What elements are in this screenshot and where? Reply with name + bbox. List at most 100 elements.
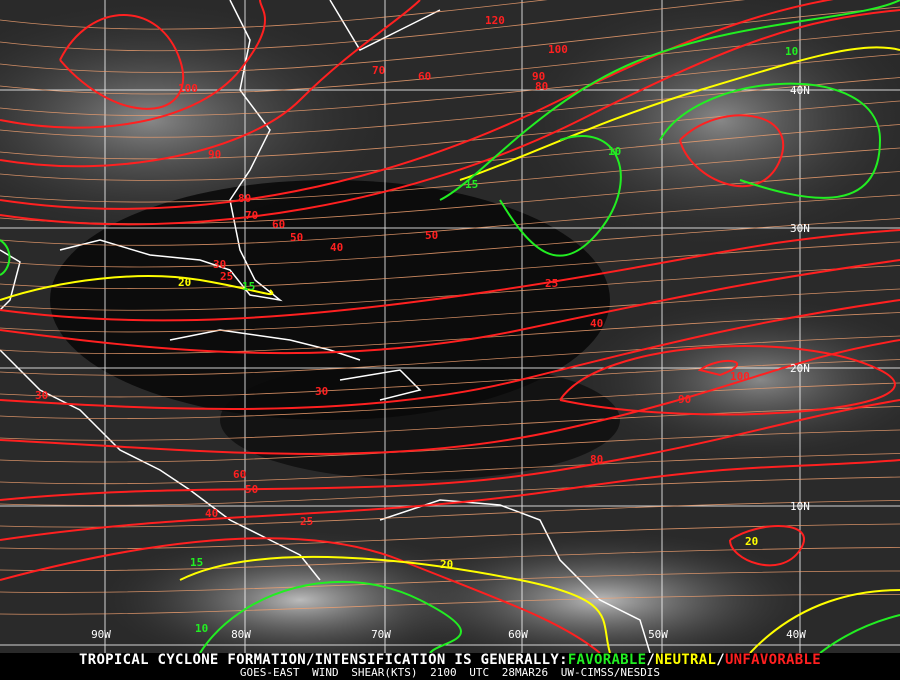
contour-unfavorable (0, 339, 900, 455)
contour-neutral (179, 555, 611, 653)
contour-label: 90 (678, 393, 691, 406)
contour-label: 30 (35, 389, 48, 402)
latitude-label: 10N (790, 500, 810, 513)
contour-label: 30 (315, 385, 328, 398)
streamline (0, 476, 900, 506)
contour-unfavorable (0, 9, 900, 226)
longitude-label: 60W (508, 628, 528, 641)
streamline (0, 0, 745, 52)
longitude-label: 40W (786, 628, 806, 641)
legend-favorable: FAVORABLE (567, 652, 647, 668)
coastlines (0, 0, 651, 653)
contour-label: 40 (330, 241, 343, 254)
streamline (0, 523, 900, 550)
lat-lon-grid (0, 0, 900, 653)
contour-label: 50 (290, 231, 303, 244)
footer-legend: TROPICAL CYCLONE FORMATION/INTENSIFICATI… (0, 653, 900, 680)
legend-unfavorable: UNFAVORABLE (724, 652, 821, 668)
longitude-label: 50W (648, 628, 668, 641)
contour-neutral (749, 589, 900, 653)
legend-headline: TROPICAL CYCLONE FORMATION/INTENSIFICATI… (79, 652, 568, 668)
streamline (0, 382, 900, 420)
contour-unfavorable (697, 360, 738, 377)
product-date: 28MAR26 (501, 666, 549, 679)
legend-line: TROPICAL CYCLONE FORMATION/INTENSIFICATI… (0, 653, 900, 667)
contour-label: 40 (205, 507, 218, 520)
latitude-label: 40N (790, 84, 810, 97)
contour-label: 15 (242, 280, 255, 293)
contour-label: 25 (545, 277, 558, 290)
contour-neutral (0, 275, 274, 301)
latitude-label: 20N (790, 362, 810, 375)
product-info: GOES-EAST WIND SHEAR(KTS) 2100 UTC 28MAR… (0, 667, 900, 679)
contour-unfavorable (679, 114, 784, 188)
contour-label: 60 (272, 218, 285, 231)
latitude-label: 30N (790, 222, 810, 235)
contour-favorable (0, 239, 11, 276)
streamline (0, 570, 900, 593)
contour-label: 80 (238, 192, 251, 205)
longitude-label: 80W (231, 628, 251, 641)
streamline (0, 594, 900, 615)
contour-unfavorable (0, 299, 900, 410)
contour-favorable (199, 580, 462, 653)
legend-separator: / (646, 652, 656, 668)
contour-unfavorable (0, 0, 421, 168)
contour-label: 100 (178, 82, 198, 95)
streamline (0, 124, 900, 181)
longitude-label: 70W (371, 628, 391, 641)
contour-label: 100 (548, 43, 568, 56)
longitude-label: 90W (91, 628, 111, 641)
streamline (0, 335, 900, 376)
product-name: GOES-EAST WIND SHEAR(KTS) (239, 666, 418, 679)
streamline (0, 312, 900, 355)
contour-favorable (659, 82, 882, 199)
contour-label: 60 (233, 468, 246, 481)
contour-label: 30 (213, 258, 226, 271)
contour-unfavorable (0, 0, 834, 210)
streamline (0, 77, 900, 138)
streamline (0, 218, 900, 268)
contour-favorable (499, 135, 622, 257)
contour-label: 60 (418, 70, 431, 83)
contour-label: 100 (730, 370, 750, 383)
contour-favorable (819, 614, 900, 653)
streamline (0, 0, 548, 30)
contour-label: 10 (785, 45, 798, 58)
contour-unfavorable (0, 229, 900, 322)
streamline (0, 241, 900, 290)
contour-label: 50 (425, 229, 438, 242)
contour-label: 40 (590, 317, 603, 330)
streamline (0, 406, 900, 441)
contour-label: 80 (590, 453, 603, 466)
contour-label: 90 (532, 70, 545, 83)
contour-label: 10 (608, 145, 621, 158)
contour-unfavorable (0, 259, 900, 355)
legend-separator: / (716, 652, 725, 668)
streamline (0, 53, 900, 117)
contour-label: 20 (178, 276, 191, 289)
product-source: UW-CIMSS/NESDIS (560, 666, 661, 679)
contour-label: 120 (485, 14, 505, 27)
contour-label: 80 (535, 80, 548, 93)
streamline (0, 453, 900, 485)
wind-streamlines (0, 0, 900, 615)
contour-neutral (459, 46, 900, 181)
contour-label: 20 (745, 535, 758, 548)
contour-label: 50 (245, 483, 258, 496)
grid-labels: 90W 80W 70W 60W 50W 40W 40N 30N 20N 10N (91, 84, 810, 641)
shear-contours (0, 0, 900, 653)
contour-label: 70 (372, 64, 385, 77)
contour-label: 25 (300, 515, 313, 528)
contour-unfavorable (0, 0, 266, 129)
contour-label: 90 (208, 148, 221, 161)
contour-unfavorable (0, 399, 900, 501)
contour-unfavorable (59, 14, 185, 110)
legend-neutral: NEUTRAL (655, 652, 717, 668)
streamline (0, 147, 900, 203)
contour-unfavorable (0, 459, 900, 541)
contour-label: 10 (195, 622, 208, 635)
contour-unfavorable (559, 345, 896, 416)
streamline (0, 288, 900, 333)
streamline (0, 194, 900, 246)
